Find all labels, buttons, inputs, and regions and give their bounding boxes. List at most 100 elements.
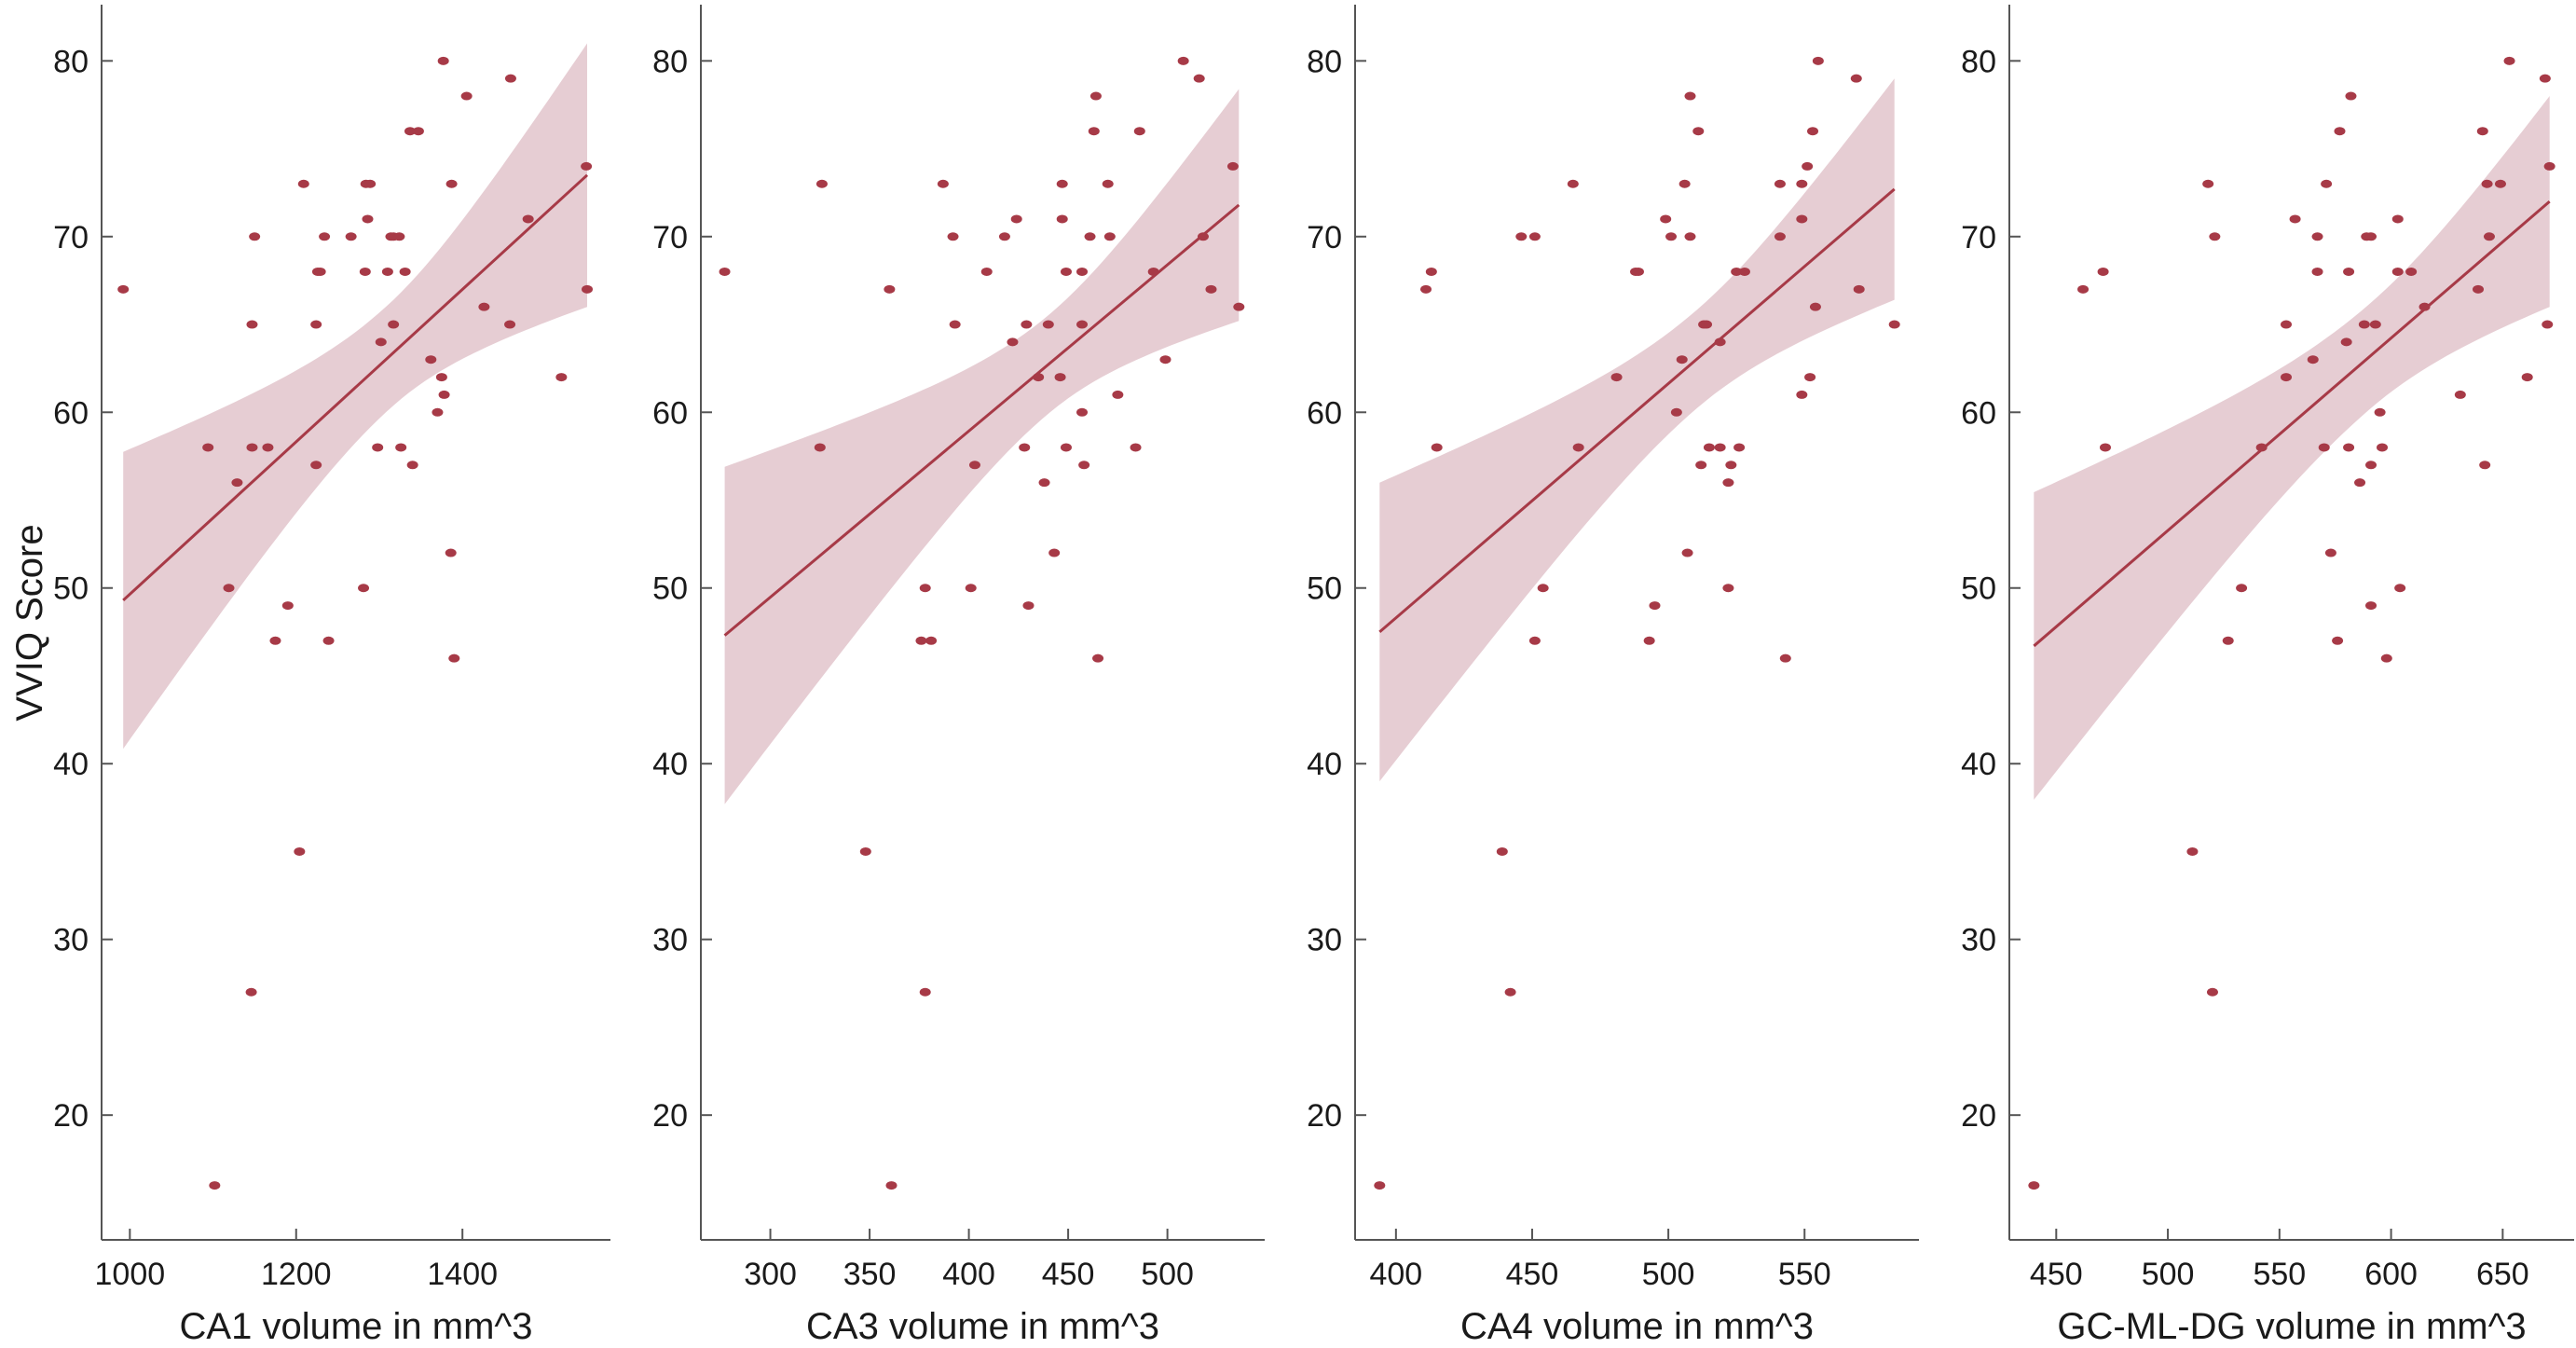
data-point [1177,56,1189,65]
data-point [1374,1181,1386,1190]
data-point [980,267,993,276]
data-point [1528,636,1541,645]
y-tick-label: 80 [652,44,688,79]
x-tick-label: 600 [2364,1257,2418,1292]
x-tick-label: 550 [2253,1257,2306,1292]
data-point [1807,127,1819,136]
data-point [2418,302,2431,311]
y-tick-label: 50 [652,571,688,607]
data-point [2405,267,2418,276]
data-point [1665,232,1678,241]
data-point [1103,232,1116,241]
data-point [1425,267,1437,276]
data-point [1019,443,1031,452]
data-point [1233,302,1245,311]
data-point [719,267,731,276]
data-point [2307,355,2319,365]
data-point [2289,214,2301,224]
x-tick-label: 650 [2476,1257,2529,1292]
data-point [1802,161,1814,171]
data-point [1779,653,1791,663]
data-point [1033,373,1045,382]
data-point [1197,232,1209,241]
x-axis-label: CA3 volume in mm^3 [806,1306,1159,1347]
data-point [412,127,424,136]
data-point [249,232,261,241]
data-point [2236,584,2248,593]
data-point [1676,355,1688,365]
data-point [381,267,393,276]
data-point [1056,179,1068,188]
x-tick-label: 500 [2142,1257,2195,1292]
data-point [2494,179,2506,188]
data-point [1060,443,1072,452]
y-tick-label: 70 [53,220,89,255]
data-point [117,284,130,294]
data-point [1419,284,1432,294]
y-tick-label: 70 [652,220,688,255]
data-point [1504,987,1516,997]
data-point [404,127,416,136]
data-point [2343,267,2355,276]
data-point [859,846,871,856]
data-point [1722,584,1734,593]
x-tick-label: 450 [1506,1257,1559,1292]
data-point [2332,636,2344,645]
data-point [294,846,306,856]
data-point [364,179,377,188]
x-tick-label: 450 [2030,1257,2083,1292]
data-point [2358,320,2370,329]
data-point [395,443,407,452]
y-tick-label: 50 [53,571,89,607]
data-point [1681,548,1693,557]
data-point [919,987,931,997]
data-point [2380,653,2392,663]
data-point [358,584,370,593]
data-point [1853,284,1865,294]
y-tick-label: 60 [1961,395,1996,431]
regression-line [723,203,1240,637]
data-point [2324,548,2336,557]
y-tick-label: 40 [1307,747,1342,782]
data-point [388,320,400,329]
data-point [965,584,977,593]
y-tick-label: 20 [652,1098,688,1134]
data-point [1205,284,1217,294]
data-point [319,232,331,241]
data-point [1092,653,1104,663]
data-point [1060,267,1072,276]
data-point [448,653,460,663]
data-point [246,320,258,329]
data-point [2345,91,2357,101]
x-tick-label: 350 [843,1257,897,1292]
data-point [2209,232,2221,241]
data-point [1147,267,1159,276]
data-point [1084,232,1096,241]
data-point [209,1181,221,1190]
data-point [1796,179,1808,188]
data-point [1774,179,1786,188]
data-point [2539,74,2551,83]
data-point [2097,267,2109,276]
y-tick-label: 20 [53,1098,89,1134]
data-point [310,320,322,329]
y-tick-label: 70 [1307,220,1342,255]
data-point [884,284,896,294]
data-point [1660,214,1672,224]
data-point [1850,74,1862,83]
x-tick-label: 500 [1642,1257,1695,1292]
data-point [1078,461,1090,470]
data-point [1812,56,1824,65]
data-point [1496,846,1508,856]
y-tick-label: 40 [1961,747,1996,782]
data-point [1714,337,1726,347]
x-tick-label: 550 [1778,1257,1831,1292]
y-tick-label: 40 [652,747,688,782]
data-point [437,56,449,65]
data-point [2377,443,2389,452]
x-tick-label: 400 [942,1257,995,1292]
data-point [399,267,411,276]
data-point [504,74,516,83]
x-axis-label: CA1 volume in mm^3 [180,1306,533,1347]
data-point [2354,478,2366,488]
